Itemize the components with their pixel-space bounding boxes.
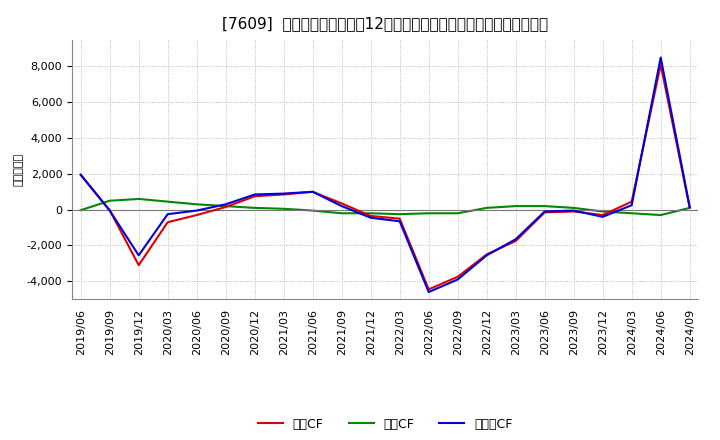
フリーCF xyxy=(685,204,694,209)
フリーCF xyxy=(279,191,288,196)
フリーCF xyxy=(657,55,665,60)
Y-axis label: （百万円）: （百万円） xyxy=(14,153,24,186)
投資CF xyxy=(105,198,114,203)
フリーCF xyxy=(598,214,607,220)
投資CF xyxy=(366,211,375,216)
投資CF xyxy=(221,203,230,209)
投資CF xyxy=(598,209,607,214)
営業CF xyxy=(76,172,85,177)
営業CF xyxy=(570,209,578,214)
フリーCF xyxy=(251,192,259,197)
投資CF xyxy=(279,206,288,212)
フリーCF xyxy=(570,208,578,213)
フリーCF xyxy=(366,215,375,220)
フリーCF xyxy=(105,208,114,213)
営業CF xyxy=(135,263,143,268)
営業CF xyxy=(221,204,230,209)
営業CF xyxy=(192,213,201,218)
投資CF xyxy=(570,205,578,210)
投資CF xyxy=(511,203,520,209)
営業CF xyxy=(338,201,346,206)
フリーCF xyxy=(308,189,317,194)
投資CF xyxy=(251,205,259,210)
Line: 営業CF: 営業CF xyxy=(81,65,690,290)
Line: 投資CF: 投資CF xyxy=(81,199,690,215)
フリーCF xyxy=(627,202,636,208)
営業CF xyxy=(163,220,172,225)
営業CF xyxy=(105,208,114,213)
投資CF xyxy=(685,205,694,210)
営業CF xyxy=(366,213,375,219)
営業CF xyxy=(541,210,549,215)
投資CF xyxy=(395,212,404,217)
営業CF xyxy=(251,194,259,199)
フリーCF xyxy=(454,277,462,282)
営業CF xyxy=(308,189,317,194)
営業CF xyxy=(482,252,491,257)
営業CF xyxy=(424,287,433,292)
フリーCF xyxy=(511,237,520,242)
投資CF xyxy=(627,211,636,216)
Legend: 営業CF, 投資CF, フリーCF: 営業CF, 投資CF, フリーCF xyxy=(253,413,518,436)
フリーCF xyxy=(395,219,404,224)
営業CF xyxy=(685,205,694,210)
Line: フリーCF: フリーCF xyxy=(81,58,690,292)
フリーCF xyxy=(192,208,201,213)
投資CF xyxy=(76,208,85,213)
営業CF xyxy=(279,192,288,197)
営業CF xyxy=(511,238,520,244)
投資CF xyxy=(338,211,346,216)
フリーCF xyxy=(338,203,346,209)
営業CF xyxy=(657,62,665,67)
フリーCF xyxy=(76,172,85,177)
フリーCF xyxy=(163,212,172,217)
投資CF xyxy=(541,203,549,209)
営業CF xyxy=(395,216,404,221)
フリーCF xyxy=(482,253,491,258)
営業CF xyxy=(598,213,607,218)
投資CF xyxy=(454,211,462,216)
投資CF xyxy=(192,202,201,207)
投資CF xyxy=(163,199,172,204)
フリーCF xyxy=(135,253,143,258)
フリーCF xyxy=(221,202,230,207)
フリーCF xyxy=(541,209,549,214)
営業CF xyxy=(627,199,636,204)
投資CF xyxy=(424,211,433,216)
Title: [7609]  キャッシュフローの12か月移動合計の対前年同期増減額の推移: [7609] キャッシュフローの12か月移動合計の対前年同期増減額の推移 xyxy=(222,16,548,32)
投資CF xyxy=(657,213,665,218)
フリーCF xyxy=(424,290,433,295)
投資CF xyxy=(135,196,143,202)
営業CF xyxy=(454,274,462,279)
投資CF xyxy=(308,208,317,213)
投資CF xyxy=(482,205,491,210)
